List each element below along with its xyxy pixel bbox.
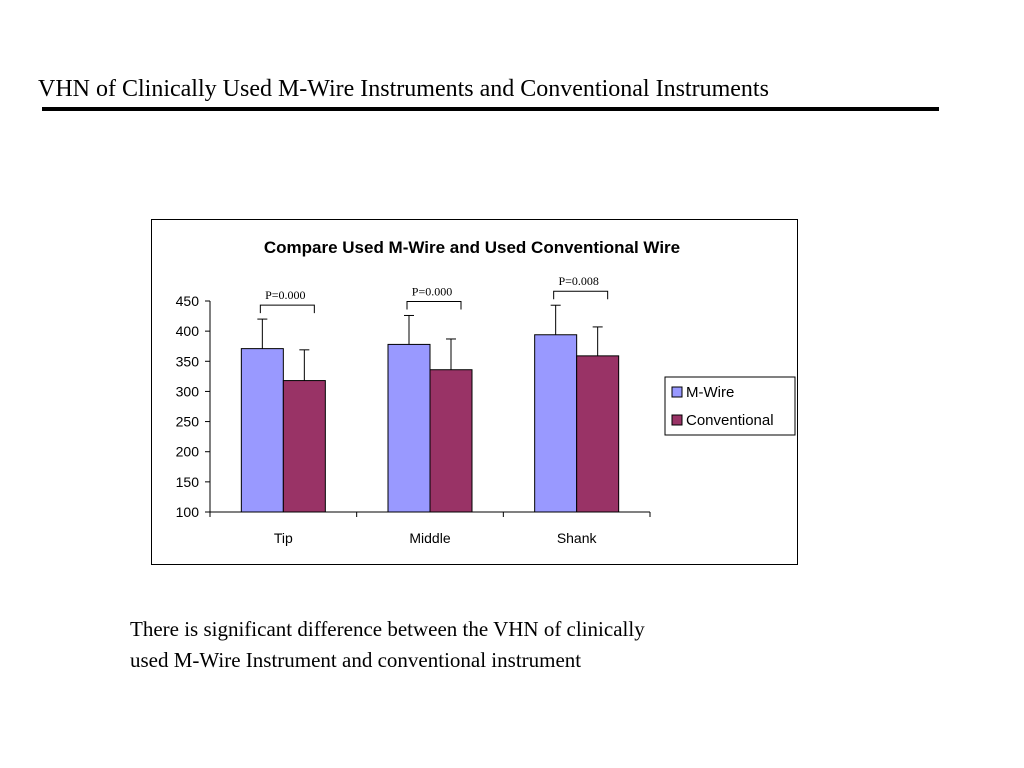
caption-line-2: used M-Wire Instrument and conventional … [130,648,582,672]
legend-swatch-conventional [671,414,683,426]
bar-conventional-middle [429,369,473,513]
y-tick-label: 250 [176,414,200,430]
p-value-label: P=0.000 [412,284,452,298]
chart-frame: Compare Used M-Wire and Used Conventiona… [151,219,798,565]
p-value-bracket [406,300,462,310]
bar-m-wire-tip [240,348,284,513]
slide-caption: There is significant difference between … [130,614,830,676]
bar-conventional-shank [576,355,620,513]
y-tick-label: 400 [176,323,200,339]
p-value-bracket [259,304,315,314]
title-underline [42,107,939,111]
y-tick-label: 300 [176,383,200,399]
legend-box [664,376,796,436]
bar-m-wire-shank [534,334,578,513]
p-value-bracket [553,290,609,300]
p-value-label: P=0.008 [558,274,598,288]
p-value-label: P=0.000 [265,288,305,302]
chart-title: Compare Used M-Wire and Used Conventiona… [264,238,680,257]
legend-label: M-Wire [686,384,734,401]
x-category-label: Middle [409,530,450,546]
x-category-label: Tip [274,530,293,546]
bar-conventional-tip [282,380,326,513]
bar-chart: Compare Used M-Wire and Used Conventiona… [176,238,796,546]
x-category-label: Shank [557,530,598,546]
bar-m-wire-middle [387,343,431,513]
y-tick-label: 350 [176,353,200,369]
caption-line-1: There is significant difference between … [130,617,645,641]
y-tick-label: 100 [176,504,200,520]
y-tick-label: 150 [176,474,200,490]
slide-title: VHN of Clinically Used M-Wire Instrument… [38,76,769,102]
y-tick-label: 200 [176,444,200,460]
y-tick-label: 450 [176,293,200,309]
legend-label: Conventional [686,412,774,429]
legend-swatch-m-wire [671,386,683,398]
